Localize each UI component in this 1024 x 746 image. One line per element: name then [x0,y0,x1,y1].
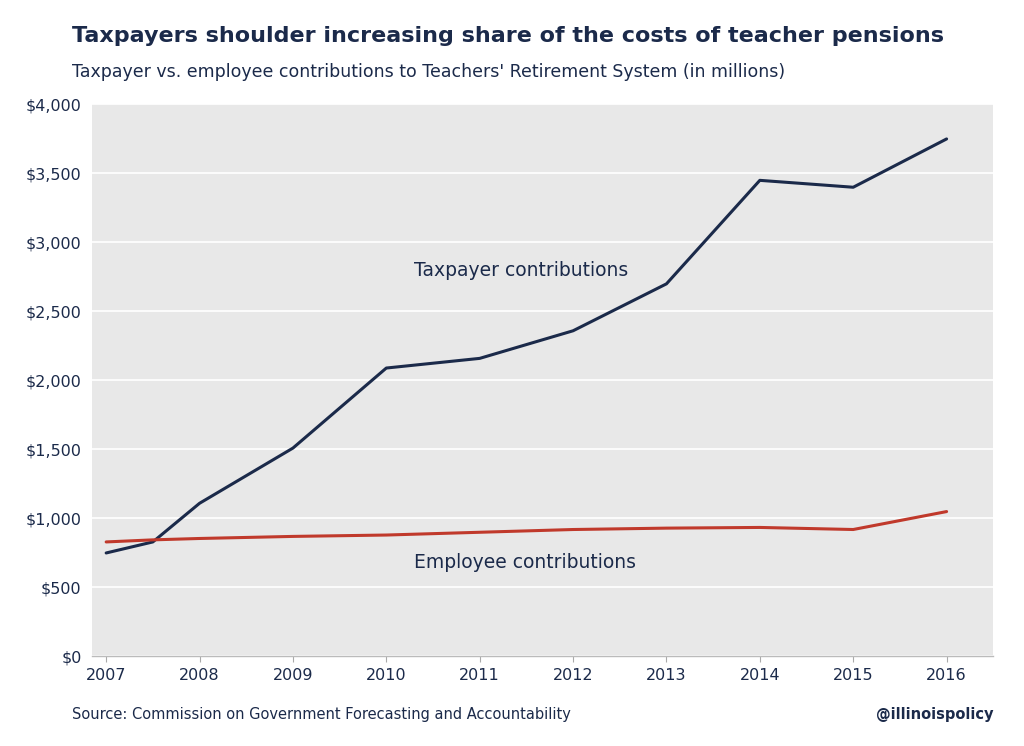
Text: Taxpayers shoulder increasing share of the costs of teacher pensions: Taxpayers shoulder increasing share of t… [72,26,944,46]
Text: Taxpayer contributions: Taxpayer contributions [415,260,629,280]
Text: @illinoispolicy: @illinoispolicy [876,707,993,722]
Text: Employee contributions: Employee contributions [415,553,636,572]
Text: Source: Commission on Government Forecasting and Accountability: Source: Commission on Government Forecas… [72,707,570,722]
Text: Taxpayer vs. employee contributions to Teachers' Retirement System (in millions): Taxpayer vs. employee contributions to T… [72,63,784,81]
